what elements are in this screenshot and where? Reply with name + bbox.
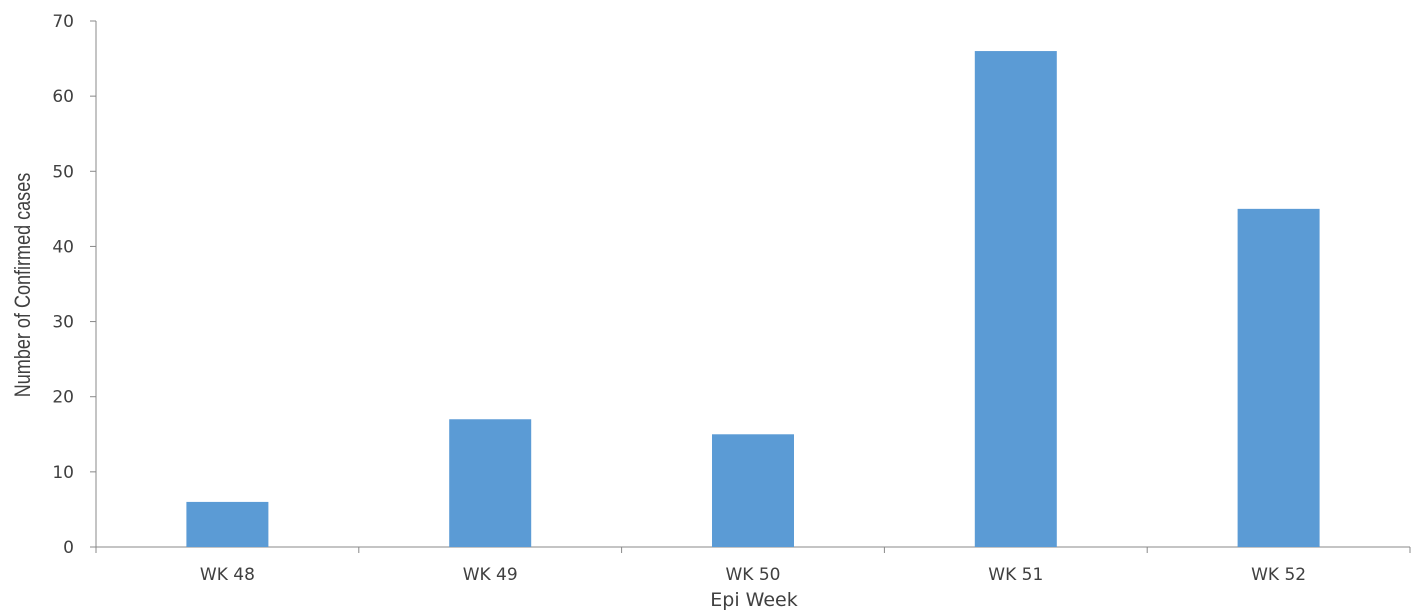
y-tick-label: 60	[52, 87, 74, 107]
y-tick-label: 30	[52, 313, 74, 333]
bar-wk-51	[974, 51, 1057, 548]
bar-wk-50	[712, 434, 794, 547]
y-tick-label: 40	[52, 237, 74, 257]
x-tick-label: WK 51	[988, 565, 1043, 585]
x-tick-label: WK 52	[1251, 565, 1306, 585]
x-axis: WK 48 WK 49 WK 50 WK 51 WK 52	[95, 546, 1411, 585]
x-axis-title: Epi Week	[710, 589, 797, 611]
y-tick-label: 50	[52, 162, 74, 182]
x-tick-label: WK 50	[726, 565, 781, 585]
bar-wk-48	[186, 501, 269, 547]
y-tick-label: 70	[52, 12, 74, 32]
x-tick-label: WK 48	[200, 565, 255, 585]
x-tick-label: WK 49	[463, 565, 518, 585]
y-tick-label: 20	[52, 388, 74, 408]
bar-wk-52	[1237, 208, 1320, 547]
y-tick-label: 0	[63, 538, 74, 558]
y-axis: 0 10 20 30 40 50 60 70	[52, 12, 97, 558]
bars	[186, 51, 1320, 548]
y-tick-label: 10	[52, 463, 74, 483]
bar-wk-49	[449, 419, 532, 547]
y-axis-title: Number of Confirmed cases	[11, 173, 35, 398]
